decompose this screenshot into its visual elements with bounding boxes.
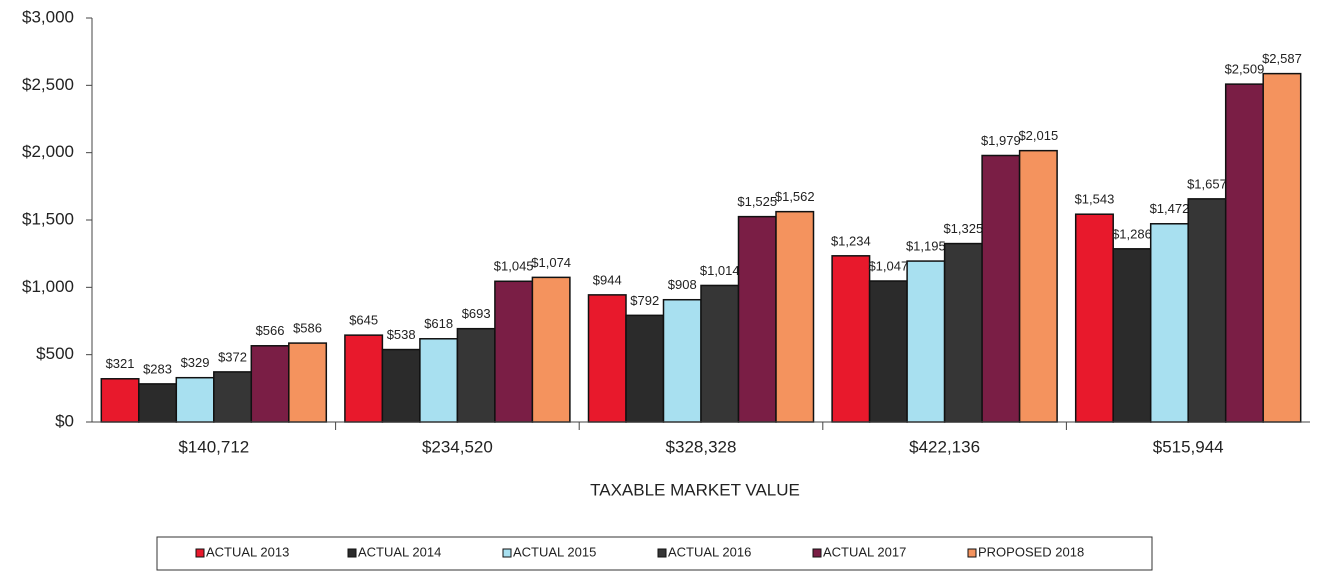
bar bbox=[1074, 213, 1114, 423]
value-label: $1,543 bbox=[1075, 192, 1115, 207]
bar bbox=[1224, 83, 1264, 423]
legend-swatch bbox=[347, 548, 357, 558]
bar bbox=[1149, 223, 1189, 423]
value-label: $2,509 bbox=[1225, 62, 1265, 77]
value-label: $1,047 bbox=[868, 258, 908, 273]
value-label: $1,014 bbox=[700, 263, 740, 278]
value-label: $1,234 bbox=[831, 233, 871, 248]
y-tick-label: $0 bbox=[55, 411, 74, 430]
value-label: $321 bbox=[106, 356, 135, 371]
bar bbox=[700, 284, 740, 423]
bar bbox=[625, 314, 665, 423]
legend-label: ACTUAL 2017 bbox=[823, 544, 906, 559]
legend-label: ACTUAL 2013 bbox=[206, 544, 289, 559]
value-label: $2,015 bbox=[1018, 128, 1058, 143]
value-label: $1,562 bbox=[775, 189, 815, 204]
x-tick-label: $515,944 bbox=[1153, 437, 1224, 456]
legend-label: ACTUAL 2015 bbox=[513, 544, 596, 559]
value-label: $645 bbox=[349, 313, 378, 328]
bar bbox=[175, 376, 215, 423]
bar bbox=[981, 154, 1021, 423]
bar bbox=[906, 260, 946, 423]
y-tick-label: $3,000 bbox=[22, 7, 74, 26]
value-label: $1,286 bbox=[1112, 226, 1152, 241]
value-label: $283 bbox=[143, 361, 172, 376]
value-label: $1,195 bbox=[906, 239, 946, 254]
bar bbox=[381, 348, 421, 423]
value-label: $908 bbox=[668, 277, 697, 292]
x-axis-label: TAXABLE MARKET VALUE bbox=[590, 480, 800, 499]
value-label: $329 bbox=[181, 355, 210, 370]
value-label: $1,979 bbox=[981, 133, 1021, 148]
value-label: $693 bbox=[462, 306, 491, 321]
legend-label: ACTUAL 2014 bbox=[358, 544, 441, 559]
legend-swatch bbox=[502, 548, 512, 558]
bar bbox=[587, 294, 627, 423]
bar bbox=[1018, 149, 1058, 423]
x-tick-label: $328,328 bbox=[666, 437, 737, 456]
value-label: $1,525 bbox=[737, 194, 777, 209]
bar bbox=[100, 378, 140, 423]
value-label: $372 bbox=[218, 349, 247, 364]
bar bbox=[737, 215, 777, 423]
legend-swatch bbox=[967, 548, 977, 558]
value-label: $538 bbox=[387, 327, 416, 342]
bar bbox=[288, 342, 328, 423]
bar bbox=[213, 371, 253, 423]
y-tick-label: $2,000 bbox=[22, 142, 74, 161]
legend-swatch bbox=[657, 548, 667, 558]
value-label: $792 bbox=[630, 293, 659, 308]
bar bbox=[344, 334, 384, 423]
value-label: $1,074 bbox=[531, 255, 571, 270]
bar bbox=[456, 327, 496, 423]
value-label: $566 bbox=[256, 323, 285, 338]
bar bbox=[531, 276, 571, 423]
x-tick-label: $140,712 bbox=[178, 437, 249, 456]
bar bbox=[943, 242, 983, 423]
bar bbox=[1112, 248, 1152, 423]
value-label: $2,587 bbox=[1262, 51, 1302, 66]
value-label: $944 bbox=[593, 272, 622, 287]
bar bbox=[1262, 72, 1302, 423]
y-tick-label: $1,000 bbox=[22, 277, 74, 296]
legend-label: ACTUAL 2016 bbox=[668, 544, 751, 559]
bar bbox=[419, 338, 459, 423]
bar bbox=[662, 298, 702, 423]
bar bbox=[1187, 198, 1227, 423]
value-label: $618 bbox=[424, 316, 453, 331]
bar bbox=[250, 345, 290, 423]
legend-box bbox=[156, 536, 1153, 571]
legend-label: PROPOSED 2018 bbox=[978, 544, 1084, 559]
bar bbox=[138, 383, 178, 423]
value-label: $1,045 bbox=[494, 259, 534, 274]
legend-swatch bbox=[195, 548, 205, 558]
value-label: $1,657 bbox=[1187, 176, 1227, 191]
bar bbox=[831, 255, 871, 423]
value-label: $1,325 bbox=[943, 221, 983, 236]
y-tick-label: $1,500 bbox=[22, 209, 74, 228]
value-label: $1,472 bbox=[1150, 201, 1190, 216]
bar bbox=[868, 280, 908, 423]
bar bbox=[494, 280, 534, 423]
x-tick-label: $422,136 bbox=[909, 437, 980, 456]
bar bbox=[775, 210, 815, 423]
y-tick-label: $2,500 bbox=[22, 75, 74, 94]
legend-swatch bbox=[812, 548, 822, 558]
x-tick-label: $234,520 bbox=[422, 437, 493, 456]
value-label: $586 bbox=[293, 321, 322, 336]
y-tick-label: $500 bbox=[36, 344, 74, 363]
